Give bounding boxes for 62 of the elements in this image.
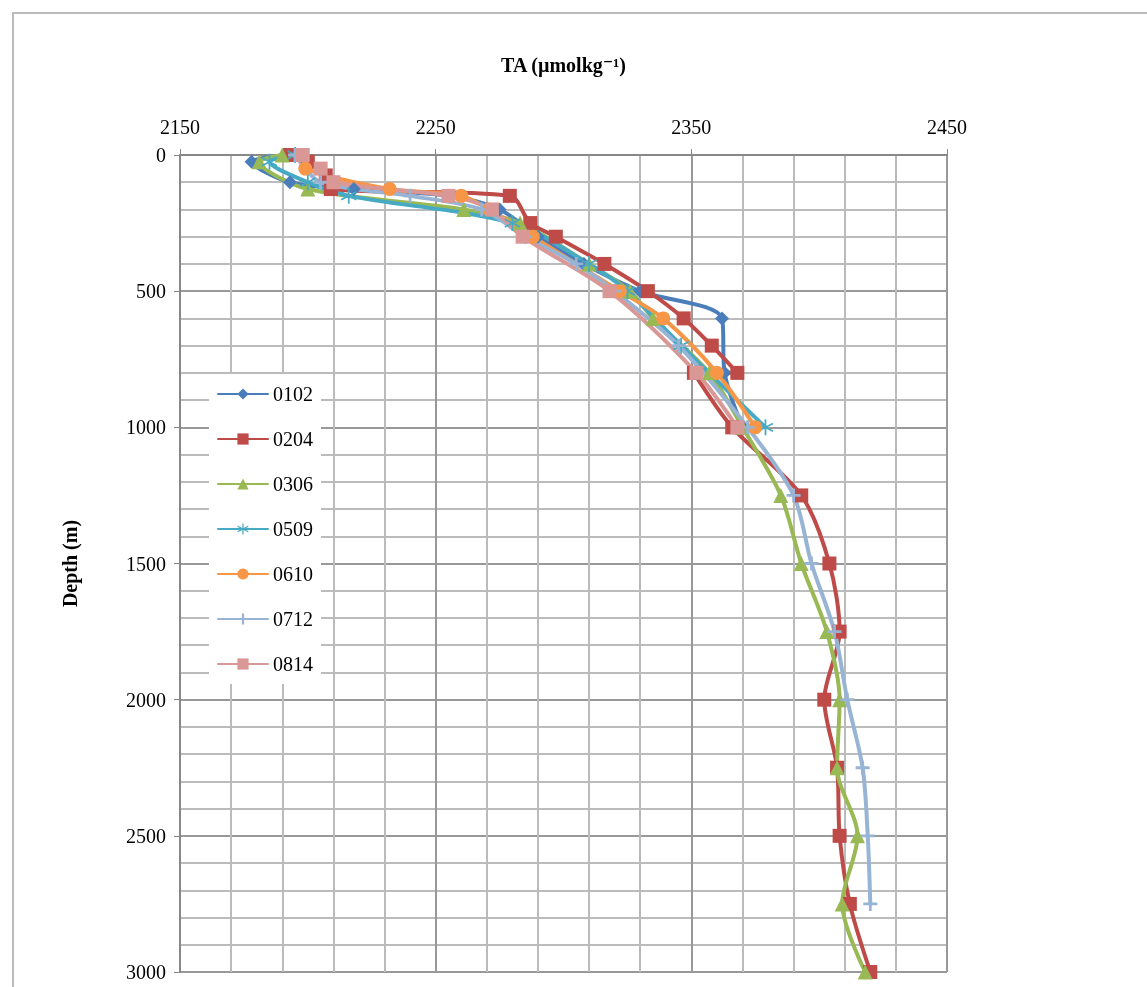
point xyxy=(822,556,837,571)
y-axis-title: Depth (m) xyxy=(59,519,82,608)
point xyxy=(819,624,835,640)
point xyxy=(709,365,724,380)
point xyxy=(340,187,357,204)
point xyxy=(456,201,472,217)
point xyxy=(326,175,341,190)
y-tick-label: 2500 xyxy=(126,824,166,847)
y-tick-label: 3000 xyxy=(126,961,166,983)
y-tick-label: 1500 xyxy=(126,552,166,575)
point xyxy=(773,487,789,503)
legend-label: 0712 xyxy=(273,608,313,630)
point xyxy=(827,624,842,639)
point xyxy=(548,229,563,244)
point xyxy=(569,256,584,271)
x-tick-label: 2350 xyxy=(671,116,712,138)
point xyxy=(645,310,661,326)
x-tick-label: 2450 xyxy=(927,116,967,138)
point xyxy=(502,188,517,203)
legend-label: 0814 xyxy=(273,653,313,675)
legend-label: 0102 xyxy=(273,383,313,405)
y-tick-label: 2000 xyxy=(126,688,166,711)
point xyxy=(855,760,870,775)
point xyxy=(832,828,847,843)
point xyxy=(597,256,612,271)
y-tick-label: 0 xyxy=(156,144,166,166)
legend-label: 0509 xyxy=(273,518,313,540)
point xyxy=(454,188,469,203)
point xyxy=(382,182,397,197)
point xyxy=(704,338,719,353)
legend-label: 0610 xyxy=(273,563,313,585)
y-tick-label: 1000 xyxy=(126,416,166,439)
legend-label: 0306 xyxy=(273,473,313,495)
point xyxy=(299,174,316,191)
point xyxy=(786,488,801,503)
point xyxy=(282,175,297,190)
point xyxy=(313,161,328,176)
point xyxy=(840,692,855,707)
point xyxy=(715,311,730,326)
point xyxy=(793,556,809,571)
point xyxy=(523,216,538,231)
point xyxy=(656,311,671,326)
y-tick-label: 500 xyxy=(136,280,166,303)
point xyxy=(274,147,290,163)
point xyxy=(298,161,313,176)
x-axis-title: TA (µmolkg⁻¹) xyxy=(501,54,626,77)
point xyxy=(313,175,328,190)
point xyxy=(602,284,617,299)
point xyxy=(857,964,873,980)
point xyxy=(640,284,655,299)
point xyxy=(403,188,418,203)
point xyxy=(730,365,745,380)
point xyxy=(834,896,850,912)
point xyxy=(676,311,691,326)
point xyxy=(817,692,832,707)
x-tick-label: 2150 xyxy=(160,116,200,138)
point xyxy=(804,556,819,571)
legend-label: 0204 xyxy=(273,428,313,450)
point xyxy=(730,420,745,435)
point xyxy=(671,338,686,353)
point xyxy=(504,215,521,232)
x-tick-label: 2250 xyxy=(415,116,456,138)
